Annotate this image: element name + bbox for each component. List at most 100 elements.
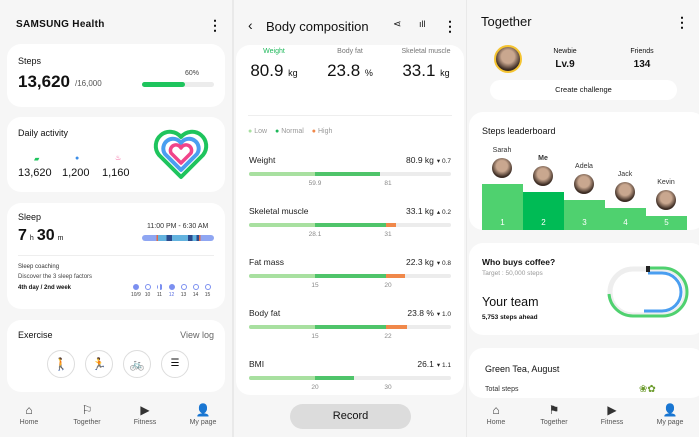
more-icon[interactable]: ⋮ bbox=[443, 18, 457, 34]
leaderboard-bar: 1 bbox=[482, 184, 523, 230]
steps-ahead: 5,753 steps ahead bbox=[482, 314, 538, 321]
summary-row: Weight 80.9 kg Body fat 23.8 % Skeletal musc… bbox=[236, 48, 464, 81]
friends-label: Friends bbox=[630, 48, 654, 55]
together-screen: Together ⋮ Newbie Lv.9 Friends 134 Creat… bbox=[467, 0, 699, 437]
create-challenge-button[interactable]: Create challenge bbox=[490, 80, 677, 100]
legend-normal: ● Normal bbox=[275, 128, 304, 135]
steps-card[interactable]: Steps 13,620 /16,000 60% bbox=[7, 44, 225, 107]
divider bbox=[18, 255, 214, 256]
nav-fitness[interactable]: ▶ Fitness bbox=[116, 399, 174, 437]
sleep-day: 11 bbox=[155, 284, 164, 298]
challenge-target: Target : 50,000 steps bbox=[482, 270, 543, 277]
leaderboard-bar: 5 bbox=[646, 216, 687, 230]
friend-name: Sarah bbox=[492, 147, 512, 154]
bottom-nav: ⌂ Home ⚑ Together ▶ Fitness 👤 My page bbox=[467, 399, 699, 437]
coffee-challenge-card[interactable]: Who buys coffee? Target : 50,000 steps Y… bbox=[469, 243, 699, 335]
level-label: Newbie bbox=[553, 48, 577, 55]
nav-fitness[interactable]: ▶ Fitness bbox=[583, 399, 641, 437]
sleep-coaching-progress: 4th day / 2nd week bbox=[18, 285, 72, 291]
sleep-day: 14 bbox=[191, 284, 200, 298]
tea-leaves-icon: ❀✿ bbox=[639, 384, 656, 395]
nav-home[interactable]: ⌂ Home bbox=[467, 399, 525, 437]
flag-icon: ⚐ bbox=[81, 403, 93, 417]
race-track-icon bbox=[607, 266, 689, 318]
sleep-day: 10 bbox=[143, 284, 152, 298]
friend-avatar[interactable] bbox=[492, 158, 512, 178]
friend-avatar[interactable] bbox=[615, 182, 635, 202]
daily-activity-title: Daily activity bbox=[18, 128, 69, 138]
sleep-stages-bar bbox=[142, 235, 214, 241]
nav-together[interactable]: ⚑ Together bbox=[525, 399, 583, 437]
home-screen: SAMSUNG Health ⋮ Steps 13,620 /16,000 60… bbox=[0, 0, 232, 437]
steps-progress bbox=[142, 82, 214, 87]
friend-name: Jack bbox=[617, 171, 633, 178]
friend-avatar[interactable] bbox=[656, 190, 676, 210]
steps-title: Steps bbox=[18, 56, 42, 66]
record-button[interactable]: Record bbox=[290, 404, 411, 429]
sleep-day: 13 bbox=[179, 284, 188, 298]
active-time-icon: ● bbox=[75, 155, 80, 162]
nav-my-page[interactable]: 👤 My page bbox=[174, 399, 232, 437]
list-icon[interactable]: ☰ bbox=[161, 350, 189, 378]
walking-icon[interactable]: 🚶 bbox=[47, 350, 75, 378]
team-label: Your team bbox=[482, 295, 539, 309]
more-icon[interactable]: ⋮ bbox=[675, 14, 689, 30]
sleep-coaching-title: Sleep coaching bbox=[18, 264, 60, 270]
leaderboard-card[interactable]: Steps leaderboard 1 Sarah 2 Me 3 Adela 4 Jack 5 K… bbox=[469, 112, 699, 230]
sleep-day: 12 bbox=[167, 284, 176, 298]
body-composition-card: Weight 80.9 kg Body fat 23.8 % Skeletal musc… bbox=[236, 45, 464, 395]
cycling-icon[interactable]: 🚲 bbox=[123, 350, 151, 378]
fitness-icon: ▶ bbox=[140, 403, 150, 417]
leaderboard-title: Steps leaderboard bbox=[482, 126, 556, 136]
range-bar bbox=[249, 325, 451, 329]
app-title: SAMSUNG Health bbox=[16, 19, 105, 30]
running-icon[interactable]: 🏃 bbox=[85, 350, 113, 378]
leaderboard-bar: 2 bbox=[523, 192, 564, 230]
steps-goal: /16,000 bbox=[75, 79, 102, 88]
nav-my-page[interactable]: 👤 My page bbox=[641, 399, 699, 437]
sleep-day: 15 bbox=[203, 284, 212, 298]
more-icon[interactable]: ⋮ bbox=[208, 17, 222, 33]
range-bar bbox=[249, 376, 451, 380]
friend-avatar[interactable] bbox=[533, 166, 553, 186]
activity-calories: 1,160 bbox=[102, 167, 130, 179]
exercise-card[interactable]: Exercise View log 🚶 🏃 🚲 ☰ bbox=[7, 320, 225, 392]
sleep-days: 10/9 10 11 12 13 14 15 bbox=[131, 284, 212, 298]
person-icon: 👤 bbox=[195, 403, 211, 417]
view-log-link[interactable]: View log bbox=[180, 330, 214, 340]
flag-icon: ⚑ bbox=[548, 403, 560, 417]
friend-avatar[interactable] bbox=[574, 174, 594, 194]
friends-count[interactable]: 134 bbox=[633, 59, 651, 70]
body-composition-screen: ‹ Body composition ⋖ ıll ⋮ Weight 80.9 kg… bbox=[234, 0, 466, 437]
leaderboard-bar: 4 bbox=[605, 208, 646, 230]
back-icon[interactable]: ‹ bbox=[248, 17, 253, 33]
challenge-title: Who buys coffee? bbox=[482, 257, 556, 267]
green-tea-card[interactable]: Green Tea, August Total steps ❀✿ bbox=[469, 348, 699, 398]
avatar[interactable] bbox=[494, 45, 522, 73]
legend: ● Low ● Normal ● High bbox=[248, 128, 332, 135]
home-icon: ⌂ bbox=[25, 403, 33, 417]
person-icon: 👤 bbox=[662, 403, 678, 417]
summary-skeletal-muscle[interactable]: Skeletal muscle 33.1 kg bbox=[401, 48, 451, 80]
divider bbox=[248, 115, 452, 116]
friend-name: Kevin bbox=[657, 179, 675, 186]
sleep-card[interactable]: Sleep 7 h 30 m 11:00 PM - 6:30 AM Sleep coa… bbox=[7, 203, 225, 309]
total-steps-label: Total steps bbox=[485, 386, 519, 393]
sleep-time-range: 11:00 PM - 6:30 AM bbox=[147, 223, 209, 230]
summary-body-fat[interactable]: Body fat 23.8 % bbox=[327, 48, 373, 80]
green-tea-title: Green Tea, August bbox=[485, 364, 560, 374]
friend-name: Me bbox=[538, 155, 548, 162]
friend-name: Adela bbox=[575, 163, 593, 170]
steps-percent: 60% bbox=[185, 70, 200, 77]
chart-icon[interactable]: ıll bbox=[419, 19, 426, 29]
nav-home[interactable]: ⌂ Home bbox=[0, 399, 58, 437]
summary-weight[interactable]: Weight 80.9 kg bbox=[250, 48, 298, 80]
page-title: Body composition bbox=[266, 19, 369, 34]
steps-value: 13,620 bbox=[18, 72, 70, 91]
share-icon[interactable]: ⋖ bbox=[393, 19, 402, 30]
steps-icon: ▰ bbox=[34, 156, 40, 163]
activity-steps: 13,620 bbox=[18, 167, 52, 179]
sleep-title: Sleep bbox=[18, 212, 42, 222]
nav-together[interactable]: ⚐ Together bbox=[58, 399, 116, 437]
daily-activity-card[interactable]: Daily activity ▰ ● ♨ 13,620 1,200 1,160 bbox=[7, 117, 225, 192]
